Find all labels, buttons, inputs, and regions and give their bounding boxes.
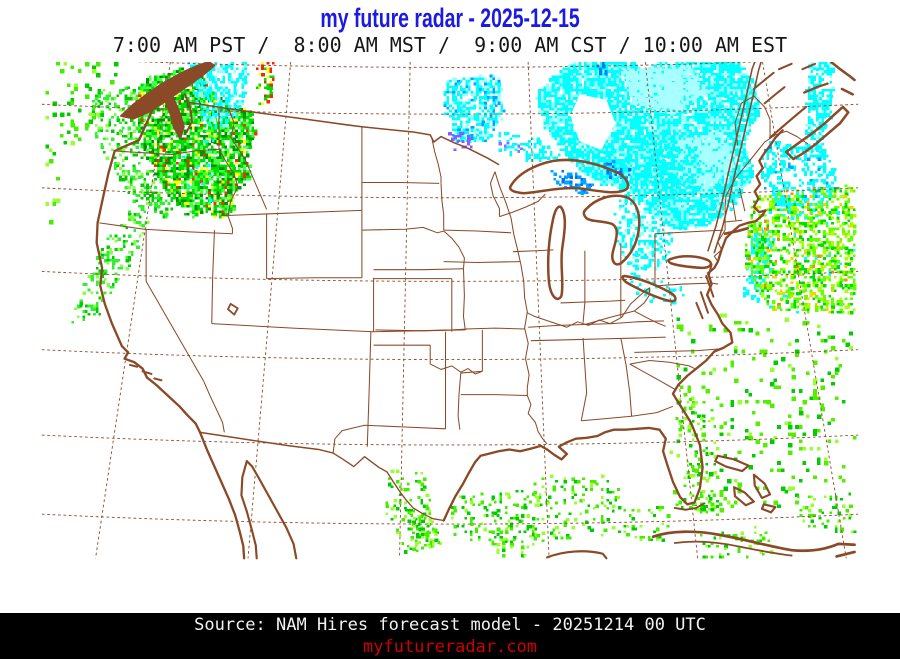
map-area xyxy=(0,57,900,614)
offshore-nw-sparse xyxy=(45,62,119,225)
header: my future radar - 2025-12-15 7:00 AM PST… xyxy=(0,0,900,62)
campeche-specks xyxy=(491,534,535,558)
atlantic-rain-sparse xyxy=(669,313,857,513)
minnesota-snow-arm xyxy=(498,132,561,162)
minnesota-mix-specks xyxy=(498,142,523,153)
gulf-west-specks xyxy=(385,469,442,554)
stlawrence-snow xyxy=(650,141,702,202)
source-text: Source: NAM Hires forecast model - 20251… xyxy=(194,615,706,636)
latlon-grid xyxy=(41,57,859,559)
state-borders-layer xyxy=(99,95,809,454)
gulf-west-core xyxy=(405,508,441,552)
footer-bar: Source: NAM Hires forecast model - 20251… xyxy=(0,613,900,659)
basemap-layer xyxy=(95,60,856,560)
gulf-east-streaks xyxy=(533,474,620,543)
novascotia-snow-band xyxy=(805,62,835,160)
timezone-subtitle: 7:00 AM PST / 8:00 AM MST / 9:00 AM CST … xyxy=(112,33,788,57)
pnw-inner-snow-specks xyxy=(182,139,215,203)
norcal-coast-band xyxy=(71,210,150,324)
page-title-text: my future radar - 2025-12-15 xyxy=(320,2,580,33)
canada-clear-hole xyxy=(570,94,616,151)
atlantic-rain-dense xyxy=(744,184,857,315)
lakes-heavy-snow-1 xyxy=(550,169,594,196)
bc-red-streak xyxy=(255,62,275,106)
page-title: my future radar - 2025-12-15 xyxy=(0,2,900,34)
manitoba-snow xyxy=(443,74,506,143)
florida-west-sparse xyxy=(618,506,671,543)
website-link[interactable]: myfutureradar.com xyxy=(363,636,537,657)
atlantic-far-east-specks xyxy=(797,492,857,534)
precipitation-layer xyxy=(45,62,857,559)
radar-map xyxy=(41,57,859,560)
